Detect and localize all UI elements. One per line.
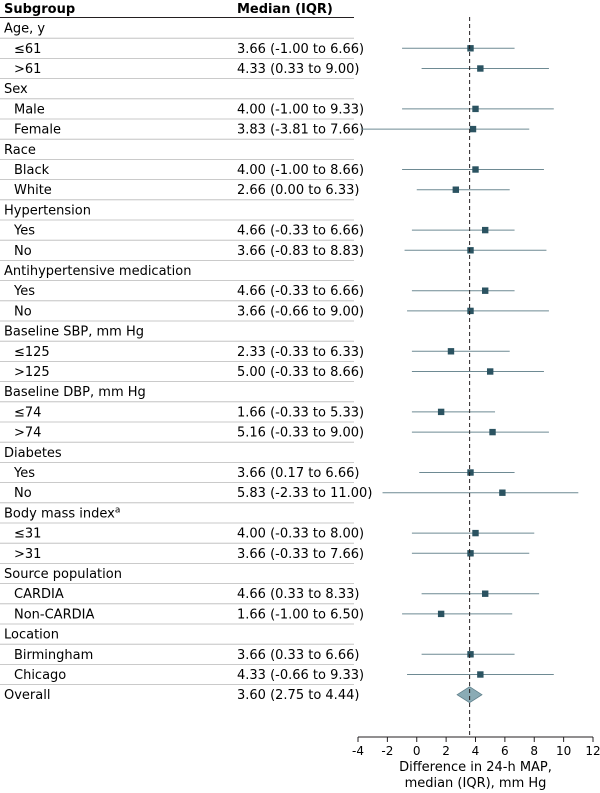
overall-diamond — [456, 686, 483, 704]
row-label: Yes — [13, 466, 35, 481]
median-iqr-value: 5.16 (-0.33 to 9.00) — [237, 426, 364, 441]
median-iqr-value: 4.00 (-0.33 to 8.00) — [237, 527, 364, 542]
subgroup-heading: Baseline DBP, mm Hg — [4, 385, 146, 400]
median-marker — [499, 489, 506, 496]
row-label: No — [14, 486, 32, 501]
row-label: CARDIA — [14, 587, 64, 602]
median-iqr-value: 4.66 (0.33 to 8.33) — [237, 587, 359, 602]
x-tick-label: 2 — [442, 744, 450, 758]
median-iqr-value: 5.00 (-0.33 to 8.66) — [237, 365, 364, 380]
median-iqr-value: 2.66 (0.00 to 6.33) — [237, 183, 359, 198]
row-label: Male — [14, 102, 45, 117]
median-iqr-value: 1.66 (-1.00 to 6.50) — [237, 607, 364, 622]
median-marker — [437, 610, 445, 618]
subgroup-heading: Race — [4, 143, 36, 158]
subgroup-heading: Baseline SBP, mm Hg — [4, 325, 144, 340]
median-iqr-value: 4.33 (-0.66 to 9.33) — [237, 668, 364, 683]
row-label: No — [14, 244, 32, 259]
median-iqr-value: 4.00 (-1.00 to 9.33) — [237, 102, 364, 117]
row-label: >31 — [14, 547, 41, 562]
x-tick-label: -4 — [352, 744, 364, 758]
row-label: ≤31 — [14, 527, 41, 542]
plot-area — [360, 17, 579, 737]
median-iqr-value: 4.00 (-1.00 to 8.66) — [237, 163, 364, 178]
median-iqr-value: 3.66 (-0.66 to 9.00) — [237, 304, 364, 319]
row-label: Non-CARDIA — [14, 607, 94, 622]
subgroup-column-header: Subgroup — [4, 2, 75, 17]
row-label: Black — [14, 163, 50, 178]
x-axis-title: median (IQR), mm Hg — [405, 776, 547, 791]
median-marker — [481, 590, 489, 597]
table-rows: Age, y ≤61 3.66 (-1.00 to 6.66) >61 4.33 (0.… — [0, 22, 372, 703]
row-label: Chicago — [14, 668, 66, 683]
median-marker — [472, 105, 479, 113]
median-marker — [467, 307, 474, 315]
x-axis: -4 -2 0 2 4 6 8 10 12 Difference in 24-h MAP,medi… — [352, 736, 600, 791]
row-label: >74 — [14, 426, 41, 441]
median-marker — [447, 348, 455, 355]
x-tick-label: -2 — [381, 744, 393, 758]
median-iqr-value: 3.66 (0.33 to 6.66) — [237, 648, 359, 663]
row-label: ≤74 — [14, 405, 41, 420]
subgroup-heading: Sex — [4, 82, 28, 97]
median-iqr-value: 3.60 (2.75 to 4.44) — [237, 688, 359, 703]
subgroup-heading: Age, y — [4, 22, 45, 37]
median-iqr-value: 1.66 (-0.33 to 5.33) — [237, 405, 364, 420]
median-marker — [481, 226, 489, 234]
row-label: No — [14, 304, 32, 319]
row-label: White — [14, 183, 52, 198]
median-marker — [467, 651, 474, 658]
subgroup-heading: Body mass indexa — [4, 505, 120, 521]
subgroup-heading: Source population — [4, 567, 122, 582]
row-label: Birmingham — [14, 648, 93, 663]
x-tick-label: 0 — [413, 744, 421, 758]
median-marker — [472, 529, 479, 537]
subgroup-heading: Antihypertensive medication — [4, 264, 191, 279]
x-axis-title: Difference in 24-h MAP, — [399, 760, 552, 775]
row-label: >61 — [14, 62, 41, 77]
subgroup-heading: Location — [4, 628, 59, 643]
x-tick-label: 4 — [472, 744, 480, 758]
footnote-marker: a — [115, 505, 121, 515]
median-marker — [477, 65, 484, 72]
median-marker — [467, 247, 474, 254]
row-label: Overall — [4, 688, 50, 703]
median-iqr-value: 4.33 (0.33 to 9.00) — [237, 62, 359, 77]
row-label: ≤61 — [14, 42, 41, 57]
median-marker — [467, 45, 474, 52]
median-marker — [452, 186, 460, 193]
median-iqr-value: 3.66 (0.17 to 6.66) — [237, 466, 359, 481]
median-marker — [481, 287, 489, 294]
median-iqr-value: 4.66 (-0.33 to 6.66) — [237, 224, 364, 239]
median-column-header: Median (IQR) — [237, 2, 333, 17]
median-marker — [489, 428, 496, 436]
median-marker — [472, 166, 479, 173]
row-label: ≤125 — [14, 345, 50, 360]
median-iqr-value: 2.33 (-0.33 to 6.33) — [237, 345, 364, 360]
median-iqr-value: 3.66 (-0.83 to 8.83) — [237, 244, 364, 259]
median-marker — [486, 368, 494, 375]
median-marker — [477, 671, 484, 678]
median-iqr-value: 4.66 (-0.33 to 6.66) — [237, 284, 364, 299]
median-marker — [467, 550, 474, 557]
median-iqr-value: 3.66 (-0.33 to 7.66) — [237, 547, 364, 562]
x-tick-label: 8 — [530, 744, 538, 758]
median-iqr-value: 3.66 (-1.00 to 6.66) — [237, 42, 364, 57]
median-marker — [467, 469, 474, 476]
x-tick-label: 12 — [585, 744, 600, 758]
x-tick-label: 10 — [556, 744, 571, 758]
row-label: Yes — [13, 284, 35, 299]
median-marker — [469, 125, 477, 133]
subgroup-heading: Hypertension — [4, 203, 91, 218]
median-marker — [437, 408, 445, 416]
row-label: >125 — [14, 365, 50, 380]
x-tick-label: 6 — [501, 744, 509, 758]
row-label: Yes — [13, 224, 35, 239]
subgroup-heading: Diabetes — [4, 446, 62, 461]
median-iqr-value: 5.83 (-2.33 to 11.00) — [237, 486, 372, 501]
median-iqr-value: 3.83 (-3.81 to 7.66) — [237, 123, 364, 138]
row-label: Female — [14, 123, 61, 138]
